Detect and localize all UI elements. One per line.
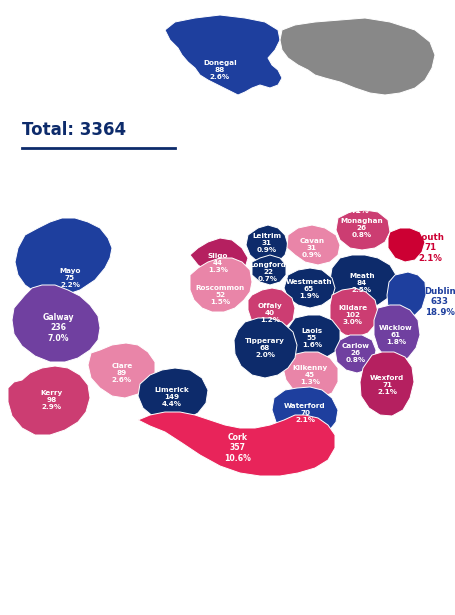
Polygon shape: [286, 315, 339, 360]
Text: Offaly
40
1.2%: Offaly 40 1.2%: [257, 303, 282, 323]
Text: Louth
71
2.1%: Louth 71 2.1%: [415, 234, 443, 263]
Polygon shape: [334, 335, 375, 373]
Text: Kerry
98
2.9%: Kerry 98 2.9%: [41, 391, 63, 410]
Text: Longford
22
0.7%: Longford 22 0.7%: [249, 262, 286, 282]
Text: Donegal
88
2.6%: Donegal 88 2.6%: [203, 60, 236, 80]
Polygon shape: [165, 15, 281, 95]
Text: Cork
357
10.6%: Cork 357 10.6%: [224, 434, 251, 462]
Text: Tipperary
68
2.0%: Tipperary 68 2.0%: [244, 338, 284, 358]
Text: Total: 3364: Total: 3364: [22, 121, 126, 139]
Polygon shape: [248, 288, 294, 332]
Text: Mayo
75
2.2%: Mayo 75 2.2%: [59, 268, 81, 288]
Text: Cavan
31
0.9%: Cavan 31 0.9%: [299, 238, 324, 258]
Polygon shape: [279, 18, 434, 95]
Polygon shape: [138, 412, 334, 476]
Text: Monaghan
26
0.8%: Monaghan 26 0.8%: [340, 218, 383, 238]
Polygon shape: [335, 210, 389, 250]
Polygon shape: [12, 285, 100, 362]
Polygon shape: [8, 366, 90, 435]
Polygon shape: [359, 352, 413, 416]
Polygon shape: [138, 368, 207, 422]
Text: Laois
55
1.6%: Laois 55 1.6%: [301, 328, 322, 347]
Polygon shape: [233, 318, 296, 378]
Polygon shape: [15, 218, 112, 295]
Polygon shape: [286, 225, 339, 265]
Polygon shape: [245, 225, 288, 265]
Polygon shape: [283, 352, 337, 398]
Polygon shape: [190, 258, 252, 312]
Text: Leitrim
31
0.9%: Leitrim 31 0.9%: [252, 233, 281, 253]
Text: Outside Republic
or Unknown
675
20.1%: Outside Republic or Unknown 675 20.1%: [316, 175, 393, 215]
Text: Meath
84
2.5%: Meath 84 2.5%: [349, 273, 374, 293]
Text: Wexford
71
2.1%: Wexford 71 2.1%: [369, 375, 403, 395]
Text: Waterford
70
2.1%: Waterford 70 2.1%: [283, 403, 325, 423]
Polygon shape: [88, 343, 155, 398]
Text: Westmeath
65
1.9%: Westmeath 65 1.9%: [285, 279, 332, 299]
Text: Galway
236
7.0%: Galway 236 7.0%: [42, 314, 74, 343]
Text: Sligo
44
1.3%: Sligo 44 1.3%: [207, 253, 228, 272]
Text: Kildare
102
3.0%: Kildare 102 3.0%: [338, 305, 367, 325]
Polygon shape: [252, 255, 285, 285]
Polygon shape: [373, 305, 419, 362]
Text: Limerick
149
4.4%: Limerick 149 4.4%: [154, 387, 189, 407]
Text: Kilkenny
45
1.3%: Kilkenny 45 1.3%: [292, 365, 327, 385]
Polygon shape: [387, 228, 424, 262]
Polygon shape: [271, 387, 337, 438]
Text: Wicklow
61
1.8%: Wicklow 61 1.8%: [378, 325, 412, 345]
Polygon shape: [386, 272, 425, 318]
Text: Clare
89
2.6%: Clare 89 2.6%: [111, 363, 132, 383]
Polygon shape: [329, 288, 377, 337]
Text: Carlow
26
0.8%: Carlow 26 0.8%: [341, 343, 369, 363]
Polygon shape: [283, 268, 334, 308]
Polygon shape: [190, 238, 248, 280]
Text: Dublin
633
18.9%: Dublin 633 18.9%: [423, 287, 455, 317]
Text: Roscommon
52
1.5%: Roscommon 52 1.5%: [195, 285, 244, 305]
Polygon shape: [329, 255, 395, 308]
